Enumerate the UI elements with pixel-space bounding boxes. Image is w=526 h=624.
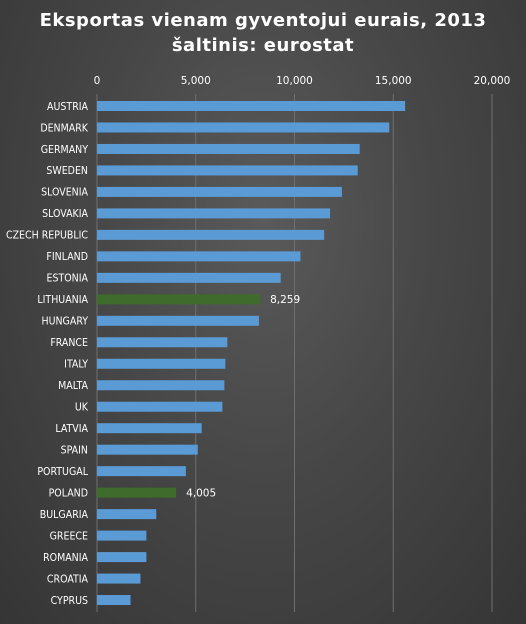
bar <box>97 380 225 391</box>
bar <box>97 294 261 305</box>
bar <box>97 272 281 283</box>
category-label: UK <box>75 402 89 414</box>
category-label: SPAIN <box>61 444 88 456</box>
bar <box>97 423 202 434</box>
data-label: 8,259 <box>270 294 300 306</box>
category-label: CROATIA <box>47 573 89 585</box>
category-label: POLAND <box>49 487 88 499</box>
bar <box>97 122 390 133</box>
category-label: DENMARK <box>40 122 88 134</box>
category-label: MALTA <box>58 380 88 392</box>
x-tick-label: 5,000 <box>181 75 211 87</box>
category-label: CZECH REPUBLIC <box>6 230 88 242</box>
bar <box>97 444 198 455</box>
category-label: GERMANY <box>41 144 89 156</box>
x-tick-label: 10,000 <box>276 75 313 87</box>
bar <box>97 143 360 154</box>
bar <box>97 573 141 584</box>
category-label: ESTONIA <box>47 273 89 285</box>
category-label: HUNGARY <box>41 316 88 328</box>
category-label: BULGARIA <box>40 509 89 521</box>
category-label: SWEDEN <box>46 165 88 177</box>
chart-title: Eksportas vienam gyventojui eurais, 2013 <box>39 10 487 31</box>
bar <box>97 165 358 176</box>
data-label: 4,005 <box>186 487 216 499</box>
category-label: ROMANIA <box>43 552 88 564</box>
bar <box>97 208 331 219</box>
x-tick-label: 20,000 <box>474 75 511 87</box>
bar <box>97 358 226 369</box>
category-label: FRANCE <box>50 337 88 349</box>
x-tick-label: 0 <box>94 75 101 87</box>
bar <box>97 229 325 240</box>
bar <box>97 466 186 477</box>
category-label: PORTUGAL <box>37 466 88 478</box>
bar <box>97 315 259 326</box>
category-label: ITALY <box>64 359 88 371</box>
x-tick-label: 15,000 <box>375 75 412 87</box>
chart-subtitle: šaltinis: eurostat <box>171 35 355 56</box>
bar <box>97 337 228 348</box>
category-label: SLOVAKIA <box>42 208 88 220</box>
category-label: LATVIA <box>55 423 88 435</box>
category-label: FINLAND <box>46 251 88 263</box>
category-label: GREECE <box>50 530 88 542</box>
category-label: CYPRUS <box>51 595 88 607</box>
category-label: LITHUANIA <box>37 294 88 306</box>
bar <box>97 595 131 606</box>
bar <box>97 251 301 262</box>
bar <box>97 509 157 520</box>
category-label: SLOVENIA <box>41 187 88 199</box>
category-label: AUSTRIA <box>47 101 88 113</box>
bar <box>97 401 223 412</box>
bar <box>97 487 177 498</box>
bar <box>97 186 342 197</box>
bar <box>97 552 147 563</box>
bar <box>97 101 406 111</box>
bar <box>97 530 147 541</box>
